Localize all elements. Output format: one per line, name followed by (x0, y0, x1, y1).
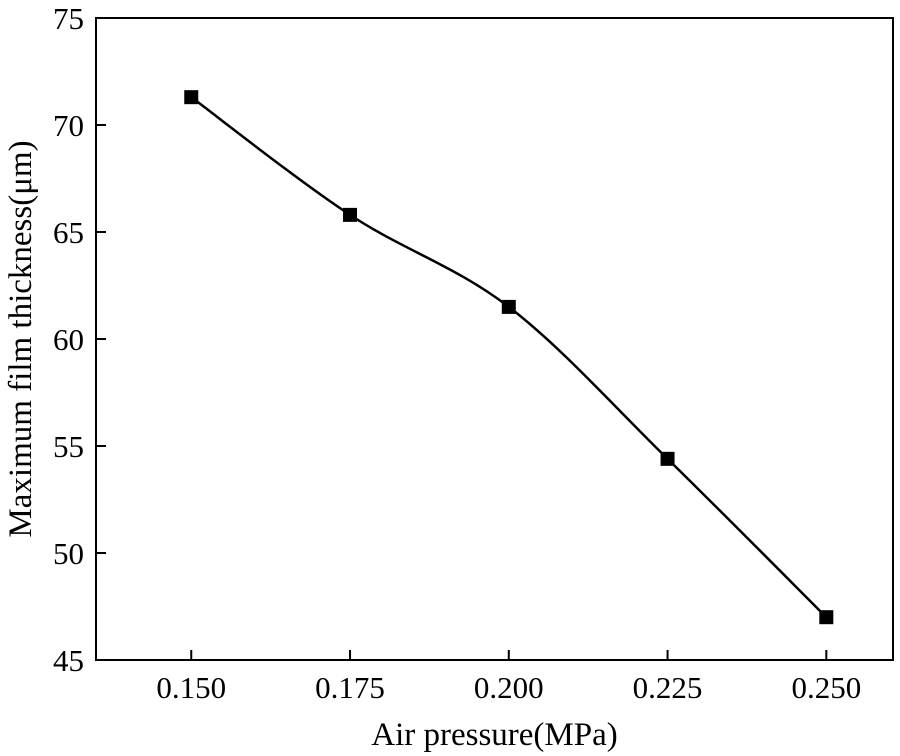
x-tick-label: 0.225 (633, 670, 703, 705)
y-axis-ticks: 45 50 55 60 65 70 75 (53, 1, 106, 678)
x-tick-label: 0.150 (156, 670, 226, 705)
series-markers (184, 90, 834, 625)
y-tick-label: 50 (53, 536, 84, 571)
y-tick-label: 55 (53, 429, 84, 464)
series-line (190, 96, 828, 619)
data-point-marker (343, 207, 358, 222)
x-tick-label: 0.175 (315, 670, 385, 705)
x-tick-label: 0.200 (474, 670, 544, 705)
x-axis-title: Air pressure(MPa) (371, 717, 618, 753)
y-tick-label: 70 (53, 108, 84, 143)
data-point-marker (660, 451, 675, 466)
data-point-marker (501, 299, 516, 314)
x-tick-label: 0.250 (791, 670, 861, 705)
data-point-marker (184, 90, 199, 105)
y-tick-label: 75 (53, 1, 84, 36)
y-axis-title: Maximum film thickness(μm) (3, 140, 39, 537)
y-tick-label: 65 (53, 215, 84, 250)
x-axis-ticks: 0.150 0.175 0.200 0.225 0.250 (156, 650, 861, 705)
data-point-marker (819, 610, 834, 625)
y-tick-label: 60 (53, 322, 84, 357)
y-tick-label: 45 (53, 643, 84, 678)
